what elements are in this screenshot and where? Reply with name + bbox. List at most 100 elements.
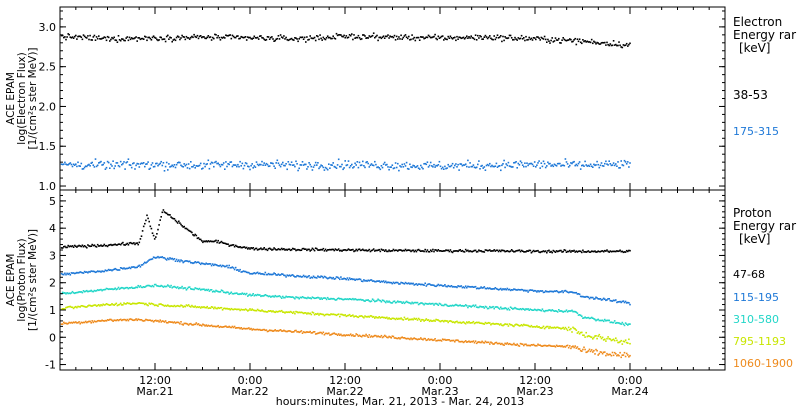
electron-data-point [159,162,161,165]
electron-data-point [326,168,329,171]
proton-data-point [124,318,126,321]
electron-data-point [599,43,602,45]
electron-data-point [197,37,200,40]
electron-data-point [391,164,394,166]
proton-data-point [156,304,158,307]
electron-data-point [289,38,292,40]
proton-data-point [321,313,323,316]
proton-data-point [328,277,330,279]
proton-data-point [450,339,453,342]
proton-data-point [619,300,621,303]
proton-data-point [619,249,621,252]
proton-data-point [324,248,327,251]
proton-data-point [388,300,390,303]
proton-data-point [116,288,119,290]
proton-data-point [76,271,78,274]
proton-data-point [136,266,138,269]
proton-data-point [321,332,323,335]
electron-data-point [513,162,515,164]
proton-data-point [274,294,276,297]
proton-data-point [204,306,206,309]
proton-data-point [88,304,90,307]
proton-data-point [95,305,98,307]
proton-data-point [526,344,528,347]
proton-data-point [563,328,566,330]
electron-data-point [387,34,389,36]
proton-data-point [560,328,562,330]
electron-data-point [357,166,360,169]
proton-data-point [116,269,119,271]
proton-data-point [608,319,610,322]
electron-data-point [444,37,446,40]
proton-data-point [484,305,487,308]
proton-data-point [572,326,574,329]
proton-data-point [510,307,513,309]
proton-data-point [321,298,323,300]
electron-legend-line-3: [keV] [739,41,771,55]
proton-data-point [346,277,349,279]
proton-data-point [180,287,182,289]
proton-data-point [479,287,481,289]
proton-data-point [308,331,310,333]
electron-data-point [342,168,344,171]
electron-data-point [378,167,380,169]
proton-data-point [221,264,224,267]
proton-data-point [468,340,470,342]
proton-data-point [531,344,534,346]
proton-data-point [111,244,113,247]
proton-data-point [607,336,609,338]
proton-data-point [261,309,263,311]
proton-data-point [109,269,111,271]
proton-data-point [165,259,168,261]
proton-data-point [298,249,300,251]
proton-data-point [600,351,603,354]
electron-data-point [555,165,558,167]
electron-data-point [322,166,325,169]
proton-data-point [561,251,563,253]
proton-data-point [163,305,166,307]
proton-data-point [482,306,484,308]
electron-data-point [238,165,240,168]
proton-data-point [311,311,314,313]
electron-data-point [433,35,435,38]
electron-data-point [401,38,403,40]
proton-data-point [599,319,602,322]
electron-data-point [90,39,92,41]
electron-data-point [276,159,279,162]
electron-data-point [124,39,126,42]
electron-data-point [622,164,625,167]
proton-data-point [251,273,253,275]
proton-data-point [162,209,165,211]
proton-data-point [130,266,133,268]
proton-data-point [574,292,576,294]
proton-data-point [593,318,595,320]
proton-data-point [578,348,581,350]
proton-data-point [276,248,279,251]
proton-data-point [438,302,441,305]
proton-data-point [320,297,322,299]
proton-data-point [613,320,616,322]
proton-data-point [247,310,249,312]
proton-data-point [386,336,388,339]
proton-data-point [367,249,369,252]
electron-data-point [468,166,470,168]
electron-data-point [224,168,226,170]
proton-data-point [549,344,551,347]
proton-data-point [602,250,605,253]
electron-data-point [192,165,194,168]
electron-data-point [248,36,250,39]
proton-data-point [294,276,296,278]
proton-data-point [403,302,406,305]
proton-data-point [271,249,273,251]
electron-data-point [439,165,442,168]
proton-data-point [228,245,230,247]
proton-data-point [72,292,75,294]
electron-data-point [611,164,614,166]
electron-data-point [548,40,550,42]
proton-data-point [438,250,441,252]
proton-data-point [303,312,306,314]
proton-data-point [475,287,478,290]
proton-data-point [267,247,270,250]
proton-data-point [493,343,495,345]
electron-data-point [415,166,418,168]
